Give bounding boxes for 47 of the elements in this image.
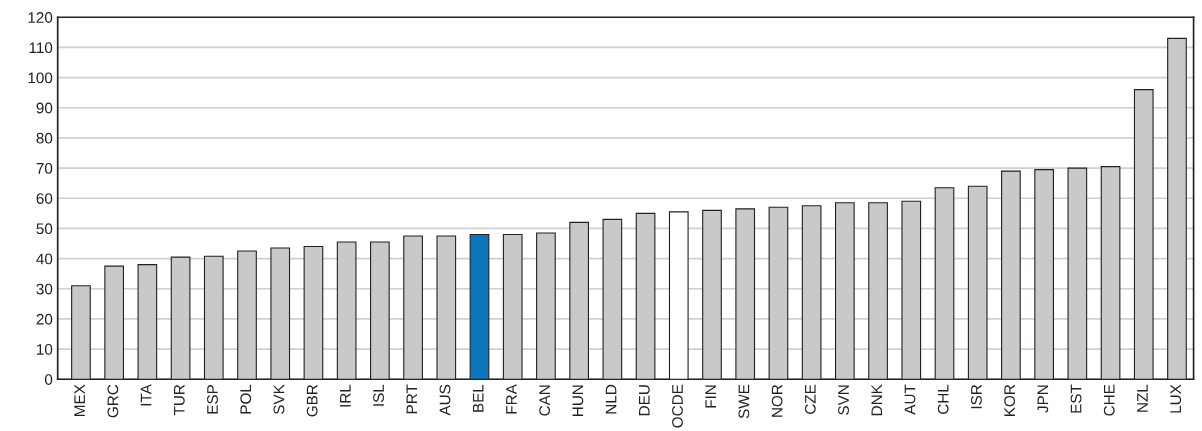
x-tick-label: HUN [572,385,584,416]
x-tick-label: OCDE [672,384,683,428]
y-tick-label: 70 [36,162,53,174]
x-tick-label: ISR [970,384,982,409]
y-tick-label: 20 [36,313,53,325]
x-tick-label: EST [1070,384,1082,413]
y-tick-label: 40 [36,253,53,265]
x-tick-label: MEX [74,384,85,416]
x-tick-label: ISL [373,384,384,406]
x-tick-label: CAN [539,385,551,416]
x-tick-label: JPN [1037,385,1049,413]
x-tick-label: CZE [804,384,816,414]
x-tick-label: TUR [174,384,185,416]
x-tick-label: SVN [838,385,849,415]
x-tick-label: GRC [107,384,119,418]
x-tick-label: NLD [605,384,617,414]
x-tick-label: CHL [937,384,949,414]
x-tick-label: NZL [1137,384,1148,412]
y-tick-label: 120 [28,12,53,23]
x-tick-label: POL [240,384,252,414]
y-tick-label: 10 [37,343,53,355]
y-tick-label: 80 [36,132,53,144]
x-tick-label: NOR [771,384,783,417]
x-tick-label: CHE [1103,384,1115,416]
y-tick-label: 100 [28,72,53,84]
x-tick-label: FIN [705,385,716,408]
y-tick-label: 0 [44,374,53,385]
x-tick-label: DNK [871,384,883,416]
x-tick-label: BEL [472,384,484,412]
x-tick-label: GBR [306,384,318,417]
x-tick-label: FRA [506,384,517,414]
x-tick-label: SVK [273,384,285,415]
x-tick-label: ITA [140,384,152,406]
y-tick-label: 90 [36,102,53,114]
x-tick-label: KOR [1004,384,1016,416]
x-tick-label: PRT [406,384,418,414]
x-tick-label: IRL [340,384,351,407]
x-tick-label: LUX [1170,384,1182,413]
y-tick-label: 110 [29,42,53,54]
x-tick-label: DEU [639,385,650,416]
x-tick-label: AUT [904,384,916,415]
y-tick-label: 30 [36,283,53,295]
y-tick-label: 50 [36,223,53,235]
x-tick-label: SWE [738,384,750,419]
x-tick-label: ESP [207,384,218,414]
x-tick-label: AUS [439,384,451,416]
y-tick-label: 60 [36,193,53,204]
